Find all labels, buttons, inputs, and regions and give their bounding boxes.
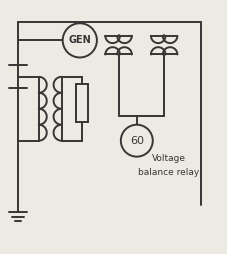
Text: 60: 60	[129, 136, 143, 146]
Circle shape	[120, 125, 152, 157]
Text: balance relay: balance relay	[138, 168, 198, 177]
Bar	[75, 84, 88, 122]
Circle shape	[62, 23, 96, 57]
Text: Voltage: Voltage	[151, 154, 185, 163]
Text: GEN: GEN	[68, 35, 91, 45]
